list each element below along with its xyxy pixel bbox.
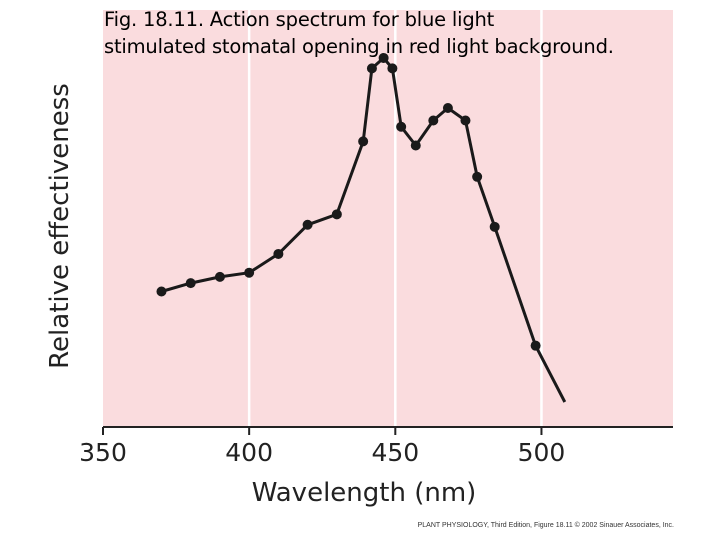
x-tick-label-500: 500 <box>518 438 566 467</box>
data-point <box>410 140 421 151</box>
x-tick-label-450: 450 <box>371 438 419 467</box>
data-point <box>530 340 541 351</box>
data-point <box>331 209 342 220</box>
x-axis-label: Wavelength (nm) <box>251 478 477 508</box>
data-point <box>460 115 471 126</box>
series-line <box>161 56 567 403</box>
data-point <box>156 286 167 297</box>
caption-line-2: stimulated stomatal opening in red light… <box>104 35 614 58</box>
data-point <box>428 115 439 126</box>
caption-line-1: Fig. 18.11. Action spectrum for blue lig… <box>104 8 495 31</box>
data-point <box>185 278 196 289</box>
data-point <box>244 267 255 278</box>
x-ticks: 350 400 450 500 <box>79 427 565 467</box>
data-point <box>442 102 453 113</box>
gridlines <box>247 10 543 427</box>
data-point <box>302 219 313 230</box>
data-point <box>489 221 500 232</box>
data-point <box>273 248 284 259</box>
data-points <box>156 52 541 351</box>
data-point <box>387 63 398 74</box>
x-tick-label-400: 400 <box>225 438 273 467</box>
data-point <box>366 63 377 74</box>
data-point <box>396 121 407 132</box>
plot-area <box>103 10 673 427</box>
y-axis-label: Relative effectiveness <box>45 83 75 369</box>
x-tick-label-350: 350 <box>79 438 127 467</box>
data-point <box>378 52 389 63</box>
data-point <box>214 271 225 282</box>
data-point <box>358 136 369 147</box>
figure-caption: Fig. 18.11. Action spectrum for blue lig… <box>104 6 704 60</box>
data-point <box>472 171 483 182</box>
figure-credit: PLANT PHYSIOLOGY, Third Edition, Figure … <box>417 522 674 529</box>
